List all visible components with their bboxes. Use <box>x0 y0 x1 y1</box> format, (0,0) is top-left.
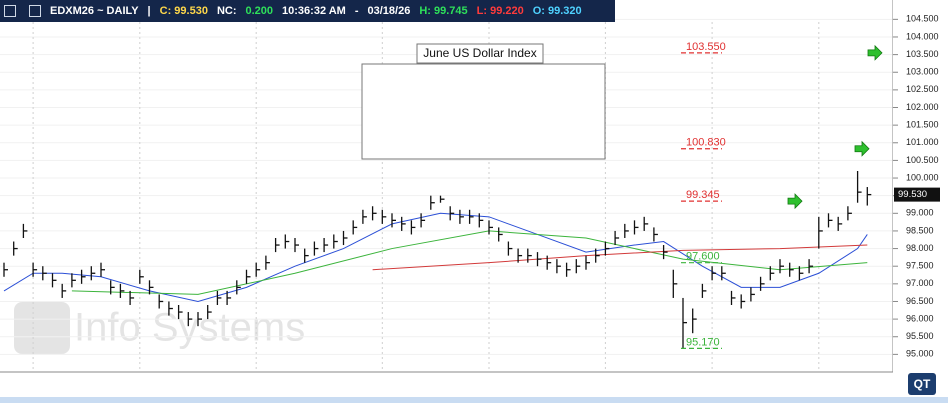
y-tick-label: 95.500 <box>906 331 934 341</box>
watermark-text: Info Systems <box>74 306 305 350</box>
target-arrow <box>854 140 870 157</box>
y-tick-label: 100.500 <box>906 155 939 165</box>
y-tick-label: 99.000 <box>906 208 934 218</box>
watermark-logo <box>14 302 70 354</box>
quote-field: 03/18/26 <box>367 5 411 17</box>
watermark: Info Systems <box>14 302 305 354</box>
icon[interactable] <box>29 5 41 17</box>
y-tick-label: 98.500 <box>906 225 934 235</box>
quote-field: | <box>147 5 151 17</box>
logo-badge <box>908 373 936 395</box>
quote-field: EDXM26 ~ DAILY <box>50 5 139 17</box>
y-tick-label: 95.000 <box>906 349 934 359</box>
quote-bar: EDXM26 ~ DAILY | C: 99.530 NC: 0.200 10:36:32… <box>0 0 615 22</box>
level-label: 99.345 <box>686 189 720 201</box>
y-tick-label: 101.000 <box>906 137 939 147</box>
quote-field: NC: <box>216 5 237 17</box>
quote-field: 10:36:32 AM <box>282 5 346 17</box>
target-arrow <box>787 193 803 210</box>
quote-field: 0.200 <box>245 5 274 17</box>
moving-average <box>372 244 868 271</box>
icon[interactable] <box>4 5 16 17</box>
y-tick-label: 96.000 <box>906 313 934 323</box>
quote-field: H: 99.745 <box>419 5 468 17</box>
quote-field: O: 99.320 <box>532 5 582 17</box>
quote-field: L: 99.220 <box>476 5 524 17</box>
y-tick-label: 103.000 <box>906 67 939 77</box>
last-price-box <box>894 187 940 202</box>
quote-field: C: 99.530 <box>159 5 208 17</box>
quote-field: - <box>354 5 359 17</box>
target-arrow <box>867 44 883 61</box>
annotation-title-box <box>416 43 544 64</box>
annotation-title: June US Dollar Index <box>423 46 536 60</box>
level-label: 100.830 <box>686 137 726 149</box>
y-tick-label: 97.000 <box>906 278 934 288</box>
level-label: 95.170 <box>686 336 720 348</box>
level-label: 103.550 <box>686 41 726 53</box>
annotation-box <box>361 63 606 160</box>
y-tick-label: 103.500 <box>906 49 939 59</box>
y-tick-label: 104.000 <box>906 31 939 41</box>
logo: QT <box>914 377 931 391</box>
y-tick-label: 96.500 <box>906 296 934 306</box>
y-tick-label: 104.500 <box>906 14 939 24</box>
y-tick-label: 102.000 <box>906 102 939 112</box>
y-tick-label: 97.500 <box>906 261 934 271</box>
y-tick-label: 102.500 <box>906 84 939 94</box>
level-label: 97.600 <box>686 251 720 263</box>
y-tick-label: 101.500 <box>906 120 939 130</box>
last-price-label: 99.530 <box>898 189 927 200</box>
y-tick-label: 98.000 <box>906 243 934 253</box>
y-axis-panel <box>893 0 948 372</box>
scrollbar[interactable] <box>0 397 948 403</box>
x-axis-panel <box>0 372 948 397</box>
y-tick-label: 100.000 <box>906 172 939 182</box>
